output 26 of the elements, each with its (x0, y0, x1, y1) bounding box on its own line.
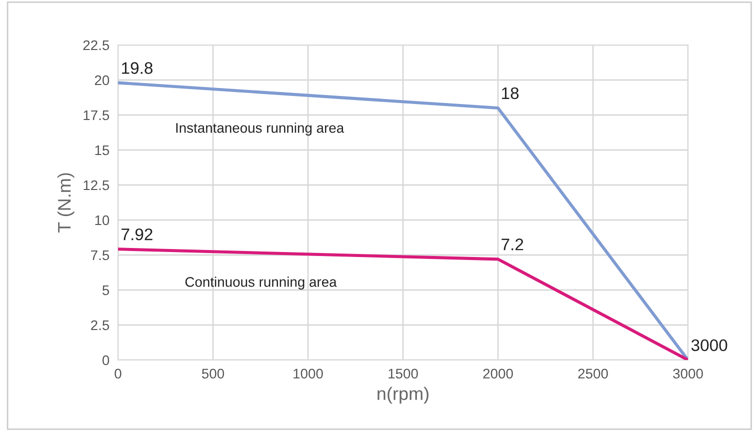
y-tick-label: 17.5 (84, 110, 110, 120)
annotation: 7.2 (502, 238, 524, 250)
y-tick-label: 12.5 (84, 180, 110, 190)
annotation: 18 (502, 87, 519, 100)
y-tick-label: 22.5 (83, 40, 110, 50)
y-axis-title: T (N.m) (57, 173, 74, 233)
x-tick-label: 2000 (483, 368, 513, 379)
annotation: Instantaneous running area (176, 122, 344, 136)
annotation: Continuous running area (185, 276, 337, 290)
y-tick-label: 10 (95, 215, 110, 226)
x-tick-label: 500 (202, 368, 224, 379)
x-tick-label: 0 (114, 368, 122, 379)
x-tick-label: 2500 (578, 368, 608, 379)
x-tick-label: 3000 (673, 368, 703, 379)
annotation: 3000 (691, 339, 728, 352)
annotation: 19.8 (122, 62, 152, 74)
x-axis-title: n(rpm) (378, 386, 428, 404)
y-tick-label: 7.5 (91, 250, 110, 260)
y-tick-label: 15 (95, 145, 110, 156)
y-tick-label: 5 (102, 285, 110, 296)
annotation: 7.92 (122, 228, 152, 240)
y-tick-label: 2.5 (91, 320, 110, 330)
x-tick-label: 1500 (388, 368, 418, 379)
y-tick-label: 0 (102, 355, 110, 366)
x-tick-label: 1000 (294, 368, 323, 379)
y-tick-label: 20 (94, 75, 110, 86)
